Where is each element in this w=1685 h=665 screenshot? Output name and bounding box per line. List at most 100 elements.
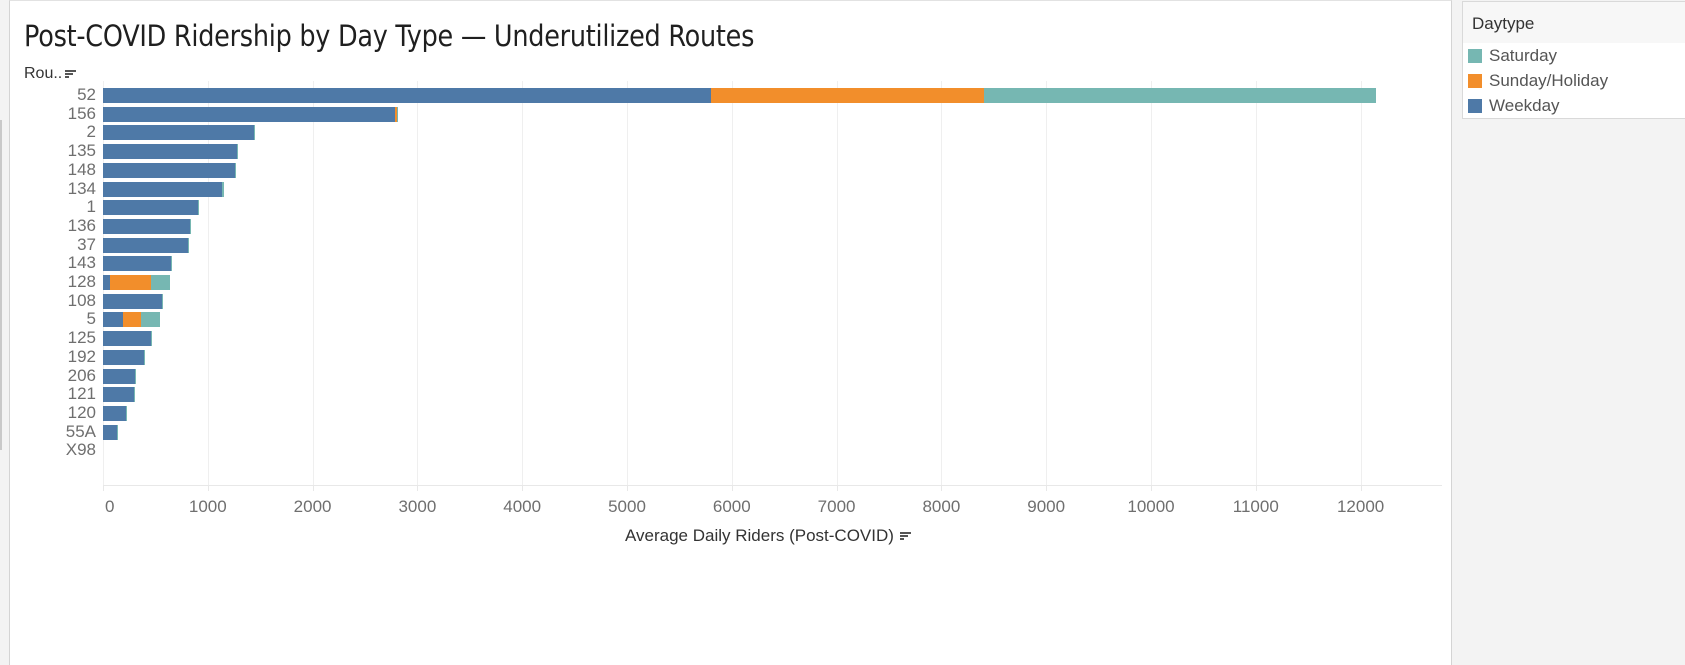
- route-label[interactable]: 55A: [65, 421, 96, 441]
- bar-segment-weekday[interactable]: [103, 331, 152, 347]
- saturday-swatch-icon: [1468, 48, 1482, 63]
- bar-segment-saturday[interactable]: [189, 218, 192, 234]
- gridline: [941, 81, 943, 486]
- bar-segment-sunday-holiday[interactable]: [710, 88, 985, 103]
- bar-segment-saturday[interactable]: [133, 387, 135, 403]
- bar-segment-weekday[interactable]: [103, 368, 135, 384]
- bar-segment-saturday[interactable]: [162, 293, 164, 309]
- legend-item-weekday[interactable]: Weekday: [1463, 93, 1685, 118]
- bar-route-37[interactable]: [103, 237, 189, 253]
- bar-segment-weekday[interactable]: [103, 293, 163, 309]
- route-label[interactable]: 156: [67, 103, 96, 123]
- chart-title: Post-COVID Ridership by Day Type — Under…: [24, 19, 755, 53]
- x-tick-mark: [627, 485, 628, 491]
- legend-item-saturday[interactable]: Saturday: [1463, 43, 1685, 68]
- legend-daytype: Daytype Saturday Sunday/Holiday Weekday: [1462, 1, 1685, 119]
- route-label[interactable]: 2: [86, 122, 96, 142]
- bar-segment-sunday-holiday[interactable]: [109, 275, 151, 290]
- bar-route-5[interactable]: [103, 312, 161, 328]
- route-label[interactable]: 121: [67, 384, 96, 404]
- sort-icon[interactable]: [65, 69, 77, 79]
- bar-segment-saturday[interactable]: [198, 200, 200, 216]
- route-label[interactable]: 37: [77, 234, 96, 254]
- bar-segment-saturday[interactable]: [134, 368, 136, 384]
- bar-segment-saturday[interactable]: [253, 125, 255, 141]
- route-label[interactable]: 120: [67, 402, 96, 422]
- x-tick-mark: [1255, 485, 1257, 491]
- bar-segment-weekday[interactable]: [103, 275, 110, 290]
- bar-segment-weekday[interactable]: [103, 349, 144, 365]
- bar-segment-saturday[interactable]: [143, 349, 145, 365]
- gridline: [1151, 81, 1152, 486]
- gridline: [731, 81, 733, 486]
- bar-route-55a[interactable]: [103, 424, 118, 440]
- route-label[interactable]: 206: [67, 365, 96, 385]
- bar-route-121[interactable]: [103, 387, 135, 403]
- bar-route-108[interactable]: [103, 293, 164, 309]
- bar-route-135[interactable]: [103, 144, 239, 160]
- bar-segment-weekday[interactable]: [103, 405, 127, 421]
- row-field-header[interactable]: Rou..: [24, 65, 77, 83]
- bar-segment-saturday[interactable]: [150, 275, 171, 290]
- bar-segment-weekday[interactable]: [103, 237, 188, 253]
- bar-segment-saturday[interactable]: [116, 424, 118, 440]
- legend-item-sunday-holiday[interactable]: Sunday/Holiday: [1463, 68, 1685, 93]
- bar-route-2[interactable]: [103, 125, 255, 141]
- route-label[interactable]: 148: [67, 159, 96, 179]
- bar-segment-weekday[interactable]: [103, 256, 172, 272]
- bar-segment-saturday[interactable]: [237, 144, 239, 160]
- bar-segment-weekday[interactable]: [103, 424, 117, 440]
- bar-segment-saturday[interactable]: [171, 256, 173, 272]
- bar-route-120[interactable]: [103, 405, 128, 421]
- route-label[interactable]: 143: [67, 253, 96, 273]
- bar-segment-saturday[interactable]: [222, 181, 224, 197]
- bar-segment-saturday[interactable]: [141, 312, 161, 328]
- bar-route-148[interactable]: [103, 162, 237, 178]
- bar-segment-sunday-holiday[interactable]: [122, 312, 142, 328]
- x-tick-label: 3000: [398, 497, 437, 516]
- bar-route-143[interactable]: [103, 256, 173, 272]
- gridline: [1255, 81, 1257, 486]
- route-label[interactable]: 5: [86, 309, 96, 329]
- bar-segment-saturday[interactable]: [187, 237, 189, 253]
- bar-segment-weekday[interactable]: [103, 181, 223, 197]
- bar-route-136[interactable]: [103, 218, 192, 234]
- x-axis-title[interactable]: Average Daily Riders (Post-COVID): [625, 526, 911, 546]
- bar-segment-weekday[interactable]: [103, 200, 199, 216]
- bar-segment-weekday[interactable]: [103, 312, 123, 328]
- route-label[interactable]: 108: [67, 290, 96, 310]
- bar-route-134[interactable]: [103, 181, 224, 197]
- bar-segment-saturday[interactable]: [984, 88, 1377, 103]
- bar-segment-weekday[interactable]: [103, 106, 396, 122]
- route-label[interactable]: 125: [67, 328, 96, 348]
- bar-route-125[interactable]: [103, 331, 153, 347]
- route-label[interactable]: X98: [65, 440, 96, 460]
- bar-route-1[interactable]: [103, 200, 200, 216]
- bar-segment-weekday[interactable]: [103, 162, 236, 178]
- bar-segment-weekday[interactable]: [103, 88, 711, 103]
- bar-segment-weekday[interactable]: [103, 387, 134, 403]
- route-label[interactable]: 136: [67, 215, 96, 235]
- bar-segment-weekday[interactable]: [103, 125, 254, 141]
- bar-route-128[interactable]: [103, 275, 171, 290]
- route-label[interactable]: 134: [67, 178, 96, 198]
- bar-route-52[interactable]: [103, 88, 1377, 103]
- bar-route-156[interactable]: [103, 106, 398, 122]
- route-label[interactable]: 128: [67, 272, 96, 291]
- route-label[interactable]: 192: [67, 346, 96, 366]
- bar-segment-saturday[interactable]: [126, 405, 128, 421]
- row-field-label: Rou..: [24, 65, 63, 82]
- bar-segment-saturday[interactable]: [151, 331, 153, 347]
- bar-segment-saturday[interactable]: [396, 106, 398, 122]
- bar-route-192[interactable]: [103, 349, 145, 365]
- route-label[interactable]: 52: [77, 85, 96, 104]
- x-tick-mark: [1046, 485, 1048, 491]
- route-label[interactable]: 1: [86, 197, 96, 217]
- route-label[interactable]: 135: [67, 141, 96, 161]
- bar-segment-weekday[interactable]: [103, 144, 238, 160]
- bar-route-206[interactable]: [103, 368, 136, 384]
- bar-segment-weekday[interactable]: [103, 218, 190, 234]
- bar-segment-sunday-holiday[interactable]: [395, 106, 397, 122]
- sort-icon[interactable]: [899, 531, 911, 541]
- bar-segment-saturday[interactable]: [235, 162, 237, 178]
